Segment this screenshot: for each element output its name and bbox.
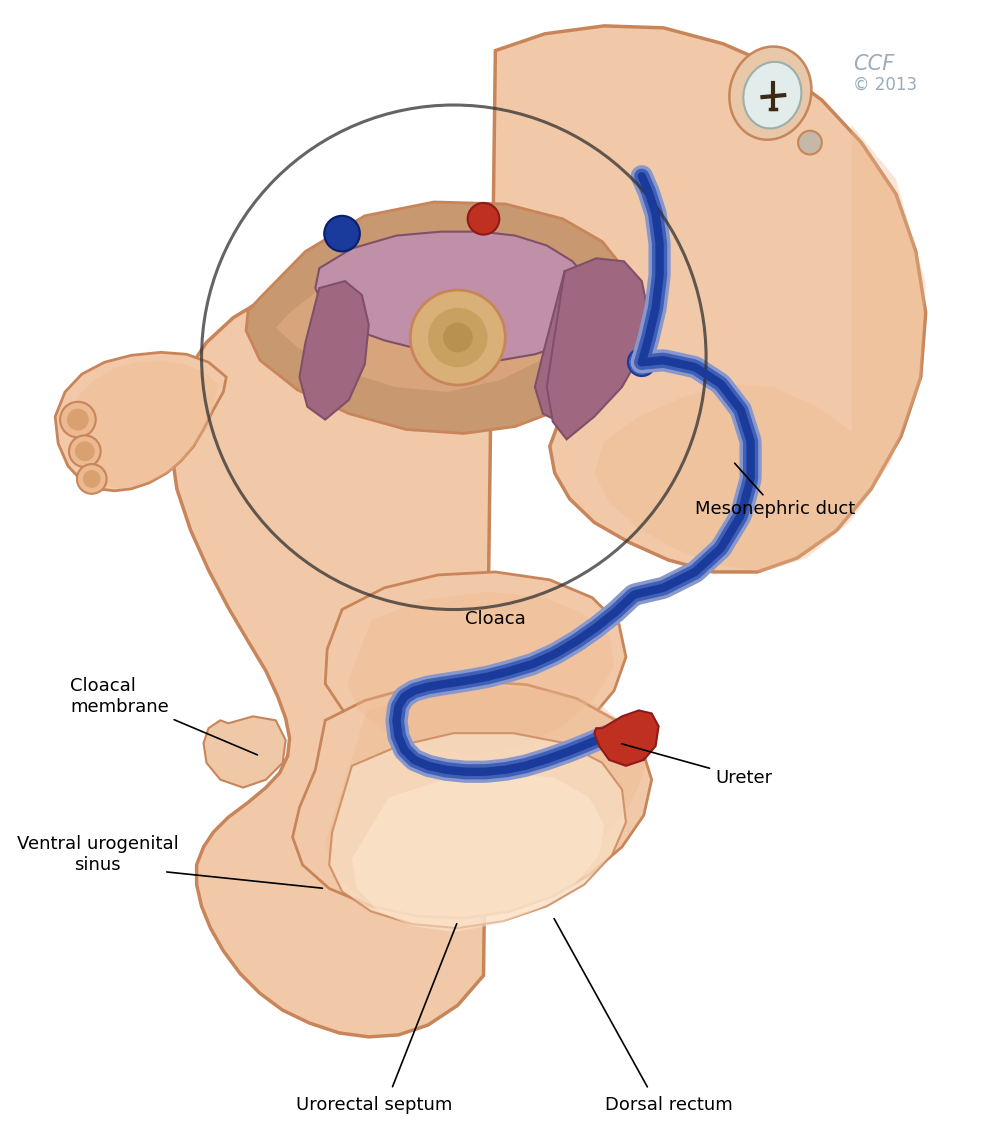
Polygon shape [347,592,614,756]
Polygon shape [204,717,286,788]
Polygon shape [352,773,604,932]
Text: Mesonephric duct: Mesonephric duct [695,463,855,517]
Polygon shape [276,239,594,392]
Circle shape [75,441,95,461]
Circle shape [69,436,101,468]
Text: © 2013: © 2013 [854,76,918,93]
Polygon shape [535,272,609,423]
Circle shape [83,470,101,488]
Text: Dorsal rectum: Dorsal rectum [604,1096,733,1114]
Polygon shape [315,232,596,360]
Polygon shape [547,258,649,439]
Polygon shape [70,360,219,489]
Polygon shape [594,711,659,766]
Ellipse shape [729,46,811,139]
Text: Cloaca: Cloaca [465,610,526,628]
Ellipse shape [744,62,801,128]
Polygon shape [300,281,369,420]
Polygon shape [171,26,926,1037]
Circle shape [468,203,499,234]
Polygon shape [325,685,646,916]
Circle shape [798,130,822,154]
Circle shape [628,349,656,376]
Polygon shape [246,201,634,434]
Text: Cloacal
membrane: Cloacal membrane [70,677,257,755]
Polygon shape [293,680,652,918]
Circle shape [428,308,488,367]
Text: Ventral urogenital
sinus: Ventral urogenital sinus [17,835,179,874]
Polygon shape [55,352,226,491]
Circle shape [443,323,473,352]
Circle shape [77,464,107,494]
Circle shape [324,216,360,251]
Circle shape [60,402,96,437]
Polygon shape [325,572,626,760]
Circle shape [67,409,89,430]
Text: CCF: CCF [854,53,895,74]
Circle shape [410,290,505,385]
Text: Urorectal septum: Urorectal septum [297,1096,453,1114]
Polygon shape [594,125,926,572]
Polygon shape [329,734,626,928]
Text: Ureter: Ureter [622,744,772,787]
